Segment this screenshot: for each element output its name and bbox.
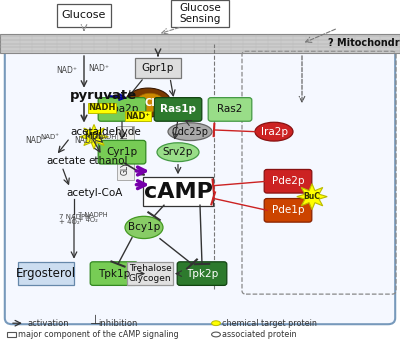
Text: Glucose: Glucose: [62, 10, 106, 21]
Text: Ras1p: Ras1p: [160, 104, 196, 115]
FancyBboxPatch shape: [98, 98, 146, 121]
Text: NAD⁺: NAD⁺: [56, 66, 77, 75]
Text: NAD⁺: NAD⁺: [126, 112, 150, 121]
Text: + 4O₂: + 4O₂: [59, 219, 80, 225]
Ellipse shape: [212, 321, 220, 326]
FancyBboxPatch shape: [208, 98, 252, 121]
FancyBboxPatch shape: [177, 262, 227, 285]
Text: NAD⁺: NAD⁺: [40, 134, 59, 141]
Text: Glucose
Sensing: Glucose Sensing: [179, 3, 221, 25]
Text: NADH: NADH: [75, 136, 97, 145]
Text: Ergosterol: Ergosterol: [16, 267, 76, 280]
Text: Cdc25p: Cdc25p: [172, 127, 208, 137]
FancyBboxPatch shape: [117, 126, 134, 180]
Text: Cyr1p: Cyr1p: [106, 147, 138, 157]
Text: activation: activation: [27, 319, 69, 328]
FancyBboxPatch shape: [5, 38, 395, 324]
Text: 7 NADPH: 7 NADPH: [78, 212, 108, 219]
Polygon shape: [80, 124, 108, 149]
Text: inhibition: inhibition: [98, 319, 137, 328]
Text: NADH: NADH: [96, 134, 116, 141]
Text: Tpk2p: Tpk2p: [186, 268, 218, 279]
Text: Ras2: Ras2: [217, 104, 243, 115]
Text: acetate: acetate: [46, 156, 86, 166]
FancyBboxPatch shape: [264, 170, 312, 193]
Text: Gpa2p: Gpa2p: [105, 104, 139, 115]
Text: Gpr1p: Gpr1p: [142, 63, 174, 74]
Text: ethanol: ethanol: [88, 156, 128, 166]
Text: 7 NADPH: 7 NADPH: [59, 214, 90, 220]
Text: Tpk1p: Tpk1p: [98, 268, 130, 279]
Text: NAD⁺: NAD⁺: [26, 136, 46, 145]
FancyBboxPatch shape: [0, 34, 400, 53]
Text: Srv2p: Srv2p: [163, 147, 193, 157]
Ellipse shape: [136, 93, 164, 112]
Text: cAMP: cAMP: [144, 182, 212, 201]
Text: Trehalose
Glycogen: Trehalose Glycogen: [129, 264, 171, 283]
FancyBboxPatch shape: [18, 262, 74, 285]
FancyBboxPatch shape: [171, 0, 229, 27]
Text: Pde2p: Pde2p: [272, 176, 304, 186]
FancyBboxPatch shape: [154, 98, 202, 121]
Text: major component of the cAMP signaling: major component of the cAMP signaling: [18, 330, 179, 339]
Ellipse shape: [125, 88, 171, 117]
Text: associated protein: associated protein: [222, 330, 296, 339]
Ellipse shape: [125, 216, 163, 239]
Text: MDL: MDL: [84, 132, 104, 141]
FancyBboxPatch shape: [98, 140, 146, 164]
Text: pyruvate: pyruvate: [70, 89, 137, 102]
FancyBboxPatch shape: [135, 58, 181, 78]
Text: Ira2p: Ira2p: [260, 127, 288, 137]
Text: Pde1p: Pde1p: [272, 205, 304, 215]
FancyBboxPatch shape: [264, 198, 312, 222]
FancyBboxPatch shape: [143, 177, 213, 206]
Polygon shape: [297, 184, 327, 210]
Text: NAD⁺: NAD⁺: [88, 64, 109, 73]
Text: Bcy1p: Bcy1p: [128, 222, 160, 233]
FancyBboxPatch shape: [90, 262, 138, 285]
Text: acetyl-CoA: acetyl-CoA: [66, 188, 122, 198]
Text: acetaldehyde: acetaldehyde: [70, 127, 141, 137]
Text: GLYCOLYSIS: GLYCOLYSIS: [121, 131, 130, 175]
Text: + 4O₂: + 4O₂: [78, 217, 98, 223]
Text: BuC: BuC: [304, 192, 320, 201]
Text: ? Mitochondrial stress: ? Mitochondrial stress: [328, 38, 400, 48]
Text: NADH: NADH: [88, 103, 116, 112]
Ellipse shape: [157, 143, 199, 161]
Text: chemical target protein: chemical target protein: [222, 319, 317, 328]
Ellipse shape: [168, 123, 212, 141]
FancyBboxPatch shape: [57, 4, 111, 27]
Ellipse shape: [255, 122, 293, 141]
FancyBboxPatch shape: [127, 262, 173, 285]
Text: ⊥: ⊥: [90, 314, 101, 327]
Text: CI: CI: [145, 97, 155, 108]
